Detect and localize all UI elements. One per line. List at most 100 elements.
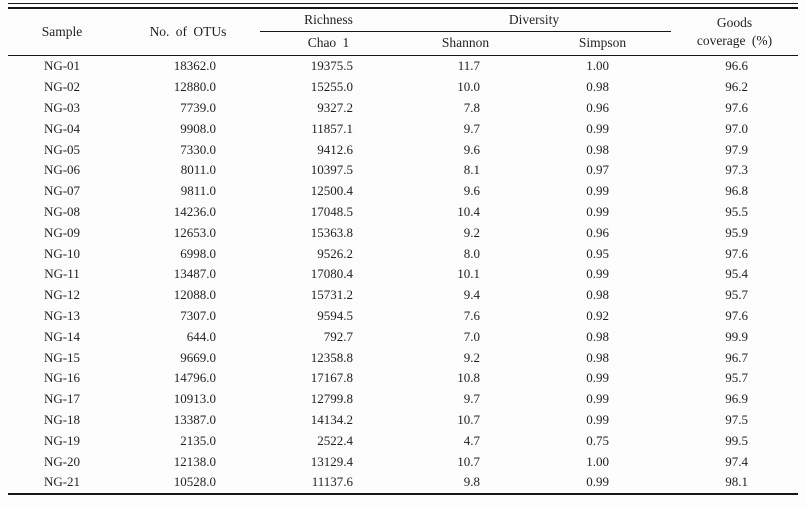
cell-simpson: 0.99 bbox=[586, 370, 609, 386]
table-row: NG-02 12880.0 15255.0 10.0 0.98 96.2 bbox=[8, 77, 798, 98]
cell-shannon: 9.6 bbox=[463, 183, 480, 199]
cell-coverage: 97.6 bbox=[725, 307, 748, 323]
cell-chao1: 10397.5 bbox=[310, 162, 353, 178]
cell-simpson: 0.75 bbox=[586, 432, 609, 448]
cell-chao1: 14134.2 bbox=[310, 411, 353, 427]
cell-sample: NG-19 bbox=[43, 432, 81, 448]
cell-otus: 12880.0 bbox=[173, 79, 216, 95]
table-body: NG-01 18362.0 19375.5 11.7 1.00 96.6 NG-02 1288… bbox=[8, 54, 798, 494]
table-row: NG-06 8011.0 10397.5 8.1 0.97 97.3 bbox=[8, 160, 798, 181]
cell-otus: 12653.0 bbox=[173, 224, 216, 240]
table-row: NG-08 14236.0 17048.5 10.4 0.99 95.5 bbox=[8, 202, 798, 223]
cell-otus: 9908.0 bbox=[180, 120, 216, 136]
cell-sample: NG-03 bbox=[43, 99, 81, 115]
cell-sample: NG-11 bbox=[44, 266, 80, 282]
column-header-chao1: Chao 1 bbox=[307, 35, 350, 51]
cell-sample: NG-09 bbox=[43, 224, 81, 240]
cell-coverage: 95.5 bbox=[725, 203, 748, 219]
cell-otus: 7330.0 bbox=[180, 141, 216, 157]
cell-shannon: 7.0 bbox=[463, 328, 480, 344]
cell-otus: 18362.0 bbox=[116, 54, 260, 77]
table-row: NG-01 18362.0 19375.5 11.7 1.00 96.6 bbox=[8, 54, 798, 77]
table-row: NG-17 10913.0 12799.8 9.7 0.99 96.9 bbox=[8, 389, 798, 410]
cell-simpson: 0.99 bbox=[586, 474, 609, 490]
cell-sample: NG-06 bbox=[43, 162, 81, 178]
cell-coverage: 97.6 bbox=[725, 245, 748, 261]
table-header: Sample No. of OTUs Richness Diversity Go… bbox=[8, 8, 798, 56]
cell-otus: 9811.0 bbox=[180, 183, 216, 199]
cell-simpson: 0.99 bbox=[586, 411, 609, 427]
cell-chao1: 13129.4 bbox=[310, 453, 353, 469]
cell-chao1: 12500.4 bbox=[310, 183, 353, 199]
cell-coverage: 97.0 bbox=[725, 120, 748, 136]
table-row: NG-07 9811.0 12500.4 9.6 0.99 96.8 bbox=[8, 181, 798, 202]
column-header-sample: Sample bbox=[41, 23, 83, 39]
cell-shannon: 9.2 bbox=[463, 224, 480, 240]
cell-otus: 8011.0 bbox=[180, 162, 216, 178]
cell-coverage: 97.6 bbox=[725, 99, 748, 115]
cell-shannon: 10.7 bbox=[457, 411, 480, 427]
cell-otus: 6998.0 bbox=[180, 245, 216, 261]
cell-shannon: 10.4 bbox=[457, 203, 480, 219]
cell-shannon: 9.8 bbox=[463, 474, 480, 490]
cell-sample: NG-16 bbox=[43, 370, 81, 386]
alpha-diversity-table: Sample No. of OTUs Richness Diversity Go… bbox=[8, 7, 798, 495]
cell-simpson: 0.96 bbox=[586, 224, 609, 240]
cell-chao1: 17048.5 bbox=[310, 203, 353, 219]
goods-coverage-line2: coverage (%) bbox=[696, 33, 773, 48]
cell-shannon: 4.7 bbox=[463, 432, 480, 448]
cell-coverage: 97.3 bbox=[725, 162, 748, 178]
cell-coverage: 95.7 bbox=[725, 370, 748, 386]
table-row: NG-13 7307.0 9594.5 7.6 0.92 97.6 bbox=[8, 306, 798, 327]
table-row: NG-04 9908.0 11857.1 9.7 0.99 97.0 bbox=[8, 118, 798, 139]
cell-shannon: 10.1 bbox=[457, 266, 480, 282]
table-row: NG-09 12653.0 15363.8 9.2 0.96 95.9 bbox=[8, 222, 798, 243]
cell-simpson: 0.95 bbox=[586, 245, 609, 261]
table-row: NG-10 6998.0 9526.2 8.0 0.95 97.6 bbox=[8, 243, 798, 264]
cell-chao1: 15363.8 bbox=[310, 224, 353, 240]
cell-coverage: 97.9 bbox=[725, 141, 748, 157]
cell-sample: NG-05 bbox=[43, 141, 81, 157]
cell-sample: NG-07 bbox=[43, 183, 81, 199]
cell-sample: NG-20 bbox=[43, 453, 81, 469]
cell-chao1: 9526.2 bbox=[317, 245, 353, 261]
header-group-row: Sample No. of OTUs Richness Diversity Go… bbox=[8, 8, 798, 48]
cell-coverage: 98.1 bbox=[725, 474, 748, 490]
cell-otus: 12088.0 bbox=[173, 287, 216, 303]
cell-sample: NG-17 bbox=[43, 391, 81, 407]
cell-chao1: 9327.2 bbox=[317, 99, 353, 115]
cell-shannon: 11.7 bbox=[397, 54, 534, 77]
column-group-richness: Richness bbox=[260, 8, 397, 32]
cell-coverage: 96.9 bbox=[725, 391, 748, 407]
column-group-diversity: Diversity bbox=[397, 8, 671, 32]
cell-chao1: 9412.6 bbox=[317, 141, 353, 157]
cell-chao1: 2522.4 bbox=[317, 432, 353, 448]
table-row: NG-16 14796.0 17167.8 10.8 0.99 95.7 bbox=[8, 368, 798, 389]
cell-simpson: 0.99 bbox=[586, 391, 609, 407]
cell-simpson: 1.00 bbox=[534, 54, 671, 77]
cell-coverage: 96.8 bbox=[725, 183, 748, 199]
header-sub-row: Chao 1 Shannon Simpson bbox=[8, 32, 798, 56]
cell-shannon: 9.2 bbox=[463, 349, 480, 365]
cell-simpson: 0.97 bbox=[586, 162, 609, 178]
table-row: NG-11 13487.0 17080.4 10.1 0.99 95.4 bbox=[8, 264, 798, 285]
cell-sample: NG-12 bbox=[43, 287, 81, 303]
cell-simpson: 0.98 bbox=[586, 141, 609, 157]
cell-coverage: 96.7 bbox=[725, 349, 748, 365]
cell-shannon: 10.8 bbox=[457, 370, 480, 386]
cell-otus: 10913.0 bbox=[173, 391, 216, 407]
diversity-table-container: Sample No. of OTUs Richness Diversity Go… bbox=[8, 3, 798, 495]
cell-chao1: 15731.2 bbox=[310, 287, 353, 303]
column-header-simpson: Simpson bbox=[578, 35, 627, 51]
cell-chao1: 9594.5 bbox=[317, 307, 353, 323]
cell-simpson: 0.96 bbox=[586, 99, 609, 115]
cell-otus: 13387.0 bbox=[173, 411, 216, 427]
cell-simpson: 0.99 bbox=[586, 120, 609, 136]
cell-simpson: 0.98 bbox=[586, 79, 609, 95]
cell-shannon: 10.0 bbox=[457, 79, 480, 95]
cell-simpson: 0.99 bbox=[586, 183, 609, 199]
cell-chao1: 792.7 bbox=[323, 328, 353, 344]
cell-sample: NG-10 bbox=[43, 245, 81, 261]
table-row: NG-05 7330.0 9412.6 9.6 0.98 97.9 bbox=[8, 139, 798, 160]
cell-otus: 2135.0 bbox=[180, 432, 216, 448]
